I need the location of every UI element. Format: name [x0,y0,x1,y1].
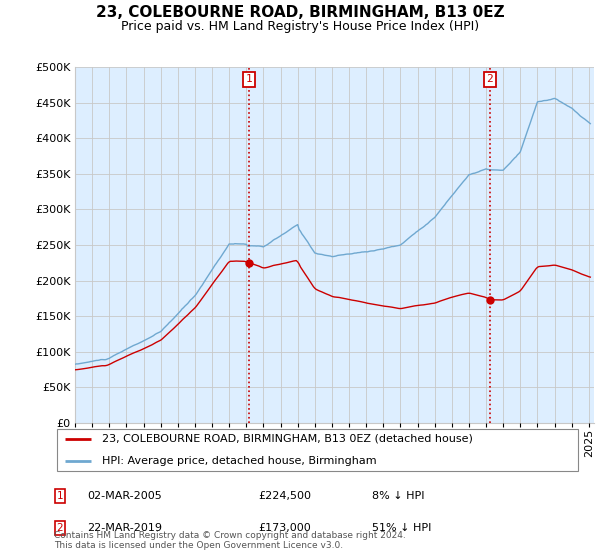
Text: 02-MAR-2005: 02-MAR-2005 [87,491,162,501]
Text: 1: 1 [56,491,64,501]
Text: 23, COLEBOURNE ROAD, BIRMINGHAM, B13 0EZ: 23, COLEBOURNE ROAD, BIRMINGHAM, B13 0EZ [95,5,505,20]
Text: 1: 1 [246,74,253,85]
Text: £224,500: £224,500 [258,491,311,501]
Text: 2: 2 [56,523,64,533]
Text: 23, COLEBOURNE ROAD, BIRMINGHAM, B13 0EZ (detached house): 23, COLEBOURNE ROAD, BIRMINGHAM, B13 0EZ… [101,434,472,444]
Text: 2: 2 [487,74,493,85]
Text: HPI: Average price, detached house, Birmingham: HPI: Average price, detached house, Birm… [101,456,376,466]
FancyBboxPatch shape [56,429,578,472]
Text: 8% ↓ HPI: 8% ↓ HPI [372,491,425,501]
Text: 51% ↓ HPI: 51% ↓ HPI [372,523,431,533]
Text: 22-MAR-2019: 22-MAR-2019 [87,523,162,533]
Text: Price paid vs. HM Land Registry's House Price Index (HPI): Price paid vs. HM Land Registry's House … [121,20,479,32]
Text: £173,000: £173,000 [258,523,311,533]
Text: Contains HM Land Registry data © Crown copyright and database right 2024.
This d: Contains HM Land Registry data © Crown c… [54,531,406,550]
